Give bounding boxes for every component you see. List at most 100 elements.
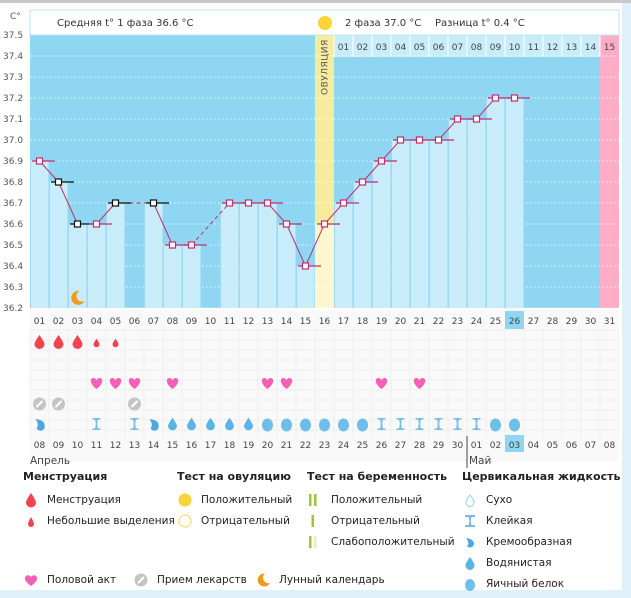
temperature-line-segment <box>153 202 173 246</box>
temperature-bar <box>182 245 201 308</box>
cycle-day-label: 22 <box>433 317 444 327</box>
weekend-date-label: 25 <box>357 441 368 451</box>
date-label: 04 <box>528 441 540 451</box>
temperature-bar <box>49 182 68 308</box>
sticky-icon <box>415 418 424 430</box>
cycle-day-label: 12 <box>243 317 254 327</box>
excluded-temperature-point <box>73 220 82 228</box>
bottom-border <box>0 590 631 598</box>
temperature-bar <box>106 203 125 308</box>
heart-icon <box>413 378 426 389</box>
ovulation-label: ОВУЛЯЦИЯ <box>321 39 331 95</box>
sticky-icon <box>377 418 386 430</box>
watery-icon <box>225 417 234 431</box>
temperature-bar <box>163 245 182 308</box>
y-tick-label: 36.2 <box>3 304 23 314</box>
legend-item-creamy: Кремообразная <box>462 531 620 552</box>
legend-menstruation: Менструация Менструация Небольшие выделе… <box>23 470 175 531</box>
date-label: 17 <box>205 441 216 451</box>
cycle-day-label: 18 <box>357 317 369 327</box>
temperature-bar <box>277 224 296 308</box>
creamy-icon <box>149 419 159 431</box>
phase2-day-label: 12 <box>547 43 558 53</box>
y-tick-label: 37.5 <box>3 31 23 41</box>
menstruation-light-icon <box>93 338 100 348</box>
temperature-bar <box>258 203 277 308</box>
phase2-day-label: 10 <box>509 43 521 53</box>
cycle-day-label: 23 <box>452 317 463 327</box>
legend-item-watery: Водянистая <box>462 552 620 573</box>
sticky-icon <box>472 418 481 430</box>
cycle-day-label: 03 <box>72 317 83 327</box>
temperature-point <box>396 136 405 144</box>
legend-cervical-fluid-title: Цервикальная жидкость <box>462 470 621 483</box>
bbt-chart: C° Средняя t° 1 фаза 36.6 °C 2 фаза 37.0… <box>3 9 620 468</box>
phase2-day-label: 15 <box>604 43 615 53</box>
temperature-point <box>301 262 310 270</box>
cycle-day-label: 07 <box>148 317 159 327</box>
legend-ovulation-test: Тест на овуляцию Положительный Отрицател… <box>177 470 292 531</box>
weekend-date-label: 18 <box>224 441 236 451</box>
temperature-bar <box>372 161 391 308</box>
date-label: 27 <box>395 441 406 451</box>
temperature-bar <box>467 119 486 308</box>
egg-white-icon <box>338 418 349 432</box>
y-tick-label: 36.6 <box>3 220 23 230</box>
temperature-point <box>415 136 424 144</box>
cycle-day-label: 27 <box>528 317 539 327</box>
temperature-line-segment <box>286 223 306 267</box>
legend-item-spotting: Небольшие выделения <box>23 510 175 531</box>
pill-stripe <box>35 400 44 408</box>
legend-pregnancy-test-title: Тест на беременность <box>307 470 448 483</box>
sticky-icon <box>453 418 462 430</box>
cycle-day-label: 08 <box>167 317 179 327</box>
sticky-icon <box>434 418 443 430</box>
egg-white-icon <box>490 418 501 432</box>
egg-white-icon <box>281 418 292 432</box>
temperature-point <box>491 94 500 102</box>
phase1-average: Средняя t° 1 фаза 36.6 °C <box>57 18 194 29</box>
menstruation-heavy-icon <box>72 335 83 349</box>
date-label: 13 <box>129 441 140 451</box>
y-tick-label: 37.4 <box>3 52 23 62</box>
temperature-bar <box>30 161 49 308</box>
cycle-day-label: 24 <box>471 317 483 327</box>
egg-white-icon <box>357 418 368 432</box>
cycle-day-label: 30 <box>585 317 597 327</box>
temperature-bar <box>220 203 239 308</box>
temperature-bar <box>68 224 87 308</box>
weekend-date-label: 11 <box>91 441 102 451</box>
phase2-day-label: 03 <box>376 43 387 53</box>
temperature-point <box>168 241 177 249</box>
date-label: 01 <box>471 441 482 451</box>
date-label: 08 <box>604 441 616 451</box>
temperature-bar <box>486 98 505 308</box>
cycle-day-label: 25 <box>490 317 501 327</box>
temperature-difference: Разница t° 0.4 °C <box>435 18 525 29</box>
y-tick-label: 36.9 <box>3 157 23 167</box>
temperature-bar <box>410 140 429 308</box>
cycle-day-label: 02 <box>53 317 64 327</box>
phase2-day-label: 01 <box>338 43 349 53</box>
phase2-day-label: 11 <box>528 43 539 53</box>
y-tick-label: 36.3 <box>3 283 23 293</box>
creamy-icon <box>466 537 474 547</box>
legend-item-ovulation-positive: Положительный <box>177 489 292 510</box>
legend-item-ovulation-negative: Отрицательный <box>177 510 292 531</box>
today-highlight <box>505 311 524 329</box>
phase2-day-label: 05 <box>414 43 425 53</box>
temperature-bar <box>334 203 353 308</box>
watery-icon <box>465 556 475 570</box>
cycle-day-label: 29 <box>566 317 578 327</box>
watery-icon <box>244 417 253 431</box>
heart-icon <box>261 378 274 389</box>
egg-white-icon <box>465 578 475 591</box>
temperature-bar <box>505 98 524 308</box>
phase2-day-label: 13 <box>566 43 577 53</box>
weekend-date-label: 19 <box>243 441 255 451</box>
cycle-day-label: 04 <box>91 317 103 327</box>
temperature-point <box>510 94 519 102</box>
heart-icon <box>166 378 179 389</box>
watery-icon <box>206 417 215 431</box>
temperature-point <box>225 199 234 207</box>
